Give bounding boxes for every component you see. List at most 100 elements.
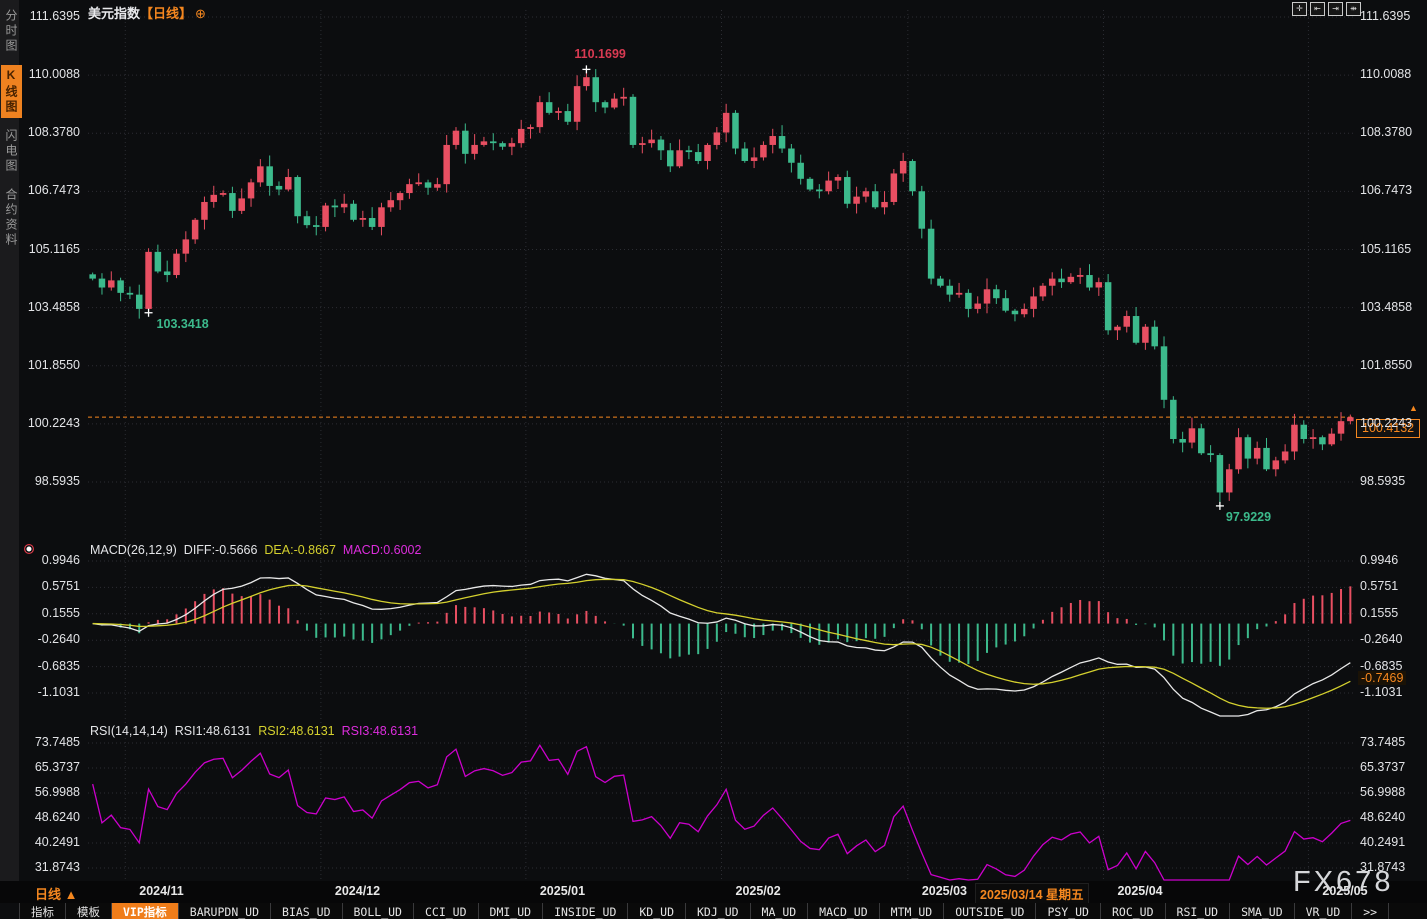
toolbar-item[interactable]: ROC_UD [1101, 903, 1166, 919]
sidebar-item-chart-type[interactable]: 分时图 [4, 9, 18, 54]
watermark-logo: FX678 [1293, 866, 1394, 898]
macd-axis-label-left: -1.1031 [37, 685, 80, 699]
macd-axis-label-left: -0.2640 [37, 632, 80, 647]
rsi-axis-label-left: 31.8743 [34, 860, 80, 874]
crosshair-icon[interactable]: ✛ [1292, 2, 1307, 16]
price-axis-label-right: 111.6395 [1360, 9, 1411, 23]
macd-label-row: MACD(26,12,9) DIFF:-0.5666 DEA:-0.8667 M… [90, 543, 421, 557]
toolbar-item[interactable]: BARUPDN_UD [179, 903, 272, 919]
toolbar-item[interactable]: INSIDE_UD [543, 903, 629, 919]
macd-dea-value: DEA:-0.8667 [264, 543, 336, 557]
x-axis-scale-icon[interactable]: ⇥ [1328, 2, 1343, 16]
y-axis-scale-icon[interactable]: ⇤ [1310, 2, 1325, 16]
date-axis-label: 2025/05 [1322, 884, 1368, 898]
rsi1-value: RSI1:48.6131 [174, 724, 252, 738]
price-axis-label-right: 106.7473 [1360, 183, 1413, 198]
rsi-axis-label-left: 48.6240 [34, 809, 80, 824]
rsi-axis-label-right: 48.6240 [1360, 809, 1406, 824]
rsi-axis-label-right: 73.7485 [1360, 735, 1406, 749]
toolbar-item[interactable]: PSY_UD [1036, 903, 1101, 919]
macd-axis-label-left: 0.5751 [41, 579, 80, 594]
price-axis-label-left: 108.3780 [27, 125, 80, 140]
price-axis-label-right: 105.1165 [1360, 241, 1412, 256]
rsi-axis-label-right: 40.2491 [1360, 835, 1406, 849]
toolbar-item[interactable]: 模板 [66, 903, 112, 919]
toolbar-item[interactable]: SMA_UD [1230, 903, 1295, 919]
price-axis-label-left: 106.7473 [27, 183, 80, 198]
toolbar-item[interactable]: CCI_UD [414, 903, 479, 919]
macd-axis-label-left: 0.9946 [41, 553, 80, 567]
macd-macd-value: MACD:0.6002 [342, 543, 422, 557]
price-up-arrow-icon: ▲ [1409, 403, 1418, 413]
date-axis-label: 2025/03 [921, 884, 967, 898]
toolbar-item[interactable]: BOLL_UD [343, 903, 414, 919]
sidebar-item-chart-type[interactable]: 合约资料 [4, 188, 18, 248]
date-axis-label: 2024/12 [334, 884, 381, 898]
low-price-annotation: 97.9229 [1225, 509, 1272, 524]
period-label: 【日线】 [140, 6, 193, 21]
last-price-tag: 100.4132 [1356, 419, 1421, 438]
sidebar-item-active[interactable]: K线图 [1, 65, 22, 118]
rsi-axis-label-right: 56.9988 [1360, 785, 1406, 799]
toolbar-item[interactable]: MA_UD [751, 903, 809, 919]
price-axis-label-left: 101.8550 [27, 357, 80, 372]
price-axis-label-right: 103.4858 [1360, 299, 1413, 314]
price-axis-label-left: 105.1165 [28, 241, 80, 256]
pan-right-icon[interactable]: ⇻ [1346, 2, 1361, 16]
macd-axis-label-right: 0.9946 [1360, 553, 1399, 567]
toolbar-item[interactable]: MTM_UD [880, 903, 945, 919]
date-axis-label: 2025/01 [539, 884, 586, 898]
rsi-axis-label-left: 73.7485 [34, 735, 80, 749]
macd-axis-label-right: -0.2640 [1360, 632, 1403, 647]
date-axis-label: 2025/02 [735, 884, 781, 898]
macd-axis-label-right: -0.6835 [1360, 658, 1403, 673]
date-axis-label: 2024/11 [139, 884, 184, 898]
symbol-name: 美元指数 [88, 6, 141, 21]
rsi-axis-label-right: 65.3737 [1360, 759, 1406, 774]
rsi3-value: RSI3:48.6131 [341, 724, 419, 738]
toolbar-item[interactable]: RSI_UD [1166, 903, 1231, 919]
rsi-axis-label-left: 56.9988 [34, 785, 80, 799]
highlighted-date: 2025/03/14 星期五 [975, 883, 1089, 905]
indicator-settings-icon[interactable] [24, 544, 34, 554]
macd-axis-label-left: 0.1555 [41, 605, 80, 620]
rsi2-value: RSI2:48.6131 [258, 724, 335, 738]
macd-axis-label-right: 0.5751 [1360, 579, 1399, 594]
date-axis-label: 2025/04 [1117, 884, 1163, 898]
toolbar-item[interactable]: >> [1352, 903, 1390, 919]
macd-axis-label-left: -0.6835 [37, 658, 80, 673]
sidebar-item-chart-type[interactable]: 闪电图 [4, 129, 18, 174]
price-axis-label-right: 98.5935 [1360, 474, 1406, 488]
price-axis-label-left: 100.2243 [27, 415, 80, 430]
circle-plus-icon[interactable]: ⊕ [195, 6, 206, 21]
price-axis-label-right: 101.8550 [1360, 357, 1413, 372]
rsi-name: RSI(14,14,14) [90, 724, 168, 738]
toolbar-item[interactable]: KDJ_UD [686, 903, 751, 919]
rsi-label-row: RSI(14,14,14) RSI1:48.6131 RSI2:48.6131 … [90, 724, 418, 738]
toolbar-item[interactable]: OUTSIDE_UD [944, 903, 1037, 919]
price-axis-label-right: 100.2243 [1360, 415, 1413, 430]
indicator-toolbar: 指标 模板 VIP指标 BARUPDN_UD BIAS_UD BOLL_UD CCI_UD D… [19, 903, 1427, 919]
macd-axis-tag: -0.7469 [1358, 671, 1407, 685]
high-price-annotation: 110.1699 [574, 47, 626, 62]
toolbar-item[interactable]: VIP指标 [112, 903, 179, 919]
chart-type-sidebar: 分时图 K线图闪电图合约资料 [0, 0, 22, 881]
macd-axis-label-right: -1.1031 [1360, 685, 1403, 699]
price-axis-label-right: 110.0088 [1360, 67, 1412, 82]
toolbar-item[interactable]: DMI_UD [479, 903, 544, 919]
rsi-axis-label-left: 65.3737 [34, 759, 80, 774]
chart-title: 美元指数【日线】 ⊕ [88, 3, 206, 22]
price-axis-label-right: 108.3780 [1360, 125, 1413, 140]
price-axis-label-left: 111.6395 [29, 9, 80, 23]
period-selector-button[interactable]: 日线 ▲ [35, 887, 78, 902]
toolbar-item[interactable]: KD_UD [628, 903, 686, 919]
toolbar-item[interactable]: 指标 [19, 903, 66, 919]
toolbar-item[interactable]: VR_UD [1295, 903, 1353, 919]
toolbar-item[interactable]: MACD_UD [808, 903, 880, 919]
chart-tool-icons: ✛ ⇤ ⇥ ⇻ [1292, 2, 1361, 16]
toolbar-item[interactable]: BIAS_UD [271, 903, 343, 919]
price-axis-label-left: 98.5935 [34, 474, 80, 488]
price-axis-label-left: 110.0088 [28, 67, 80, 82]
price-axis-label-left: 103.4858 [27, 299, 80, 314]
